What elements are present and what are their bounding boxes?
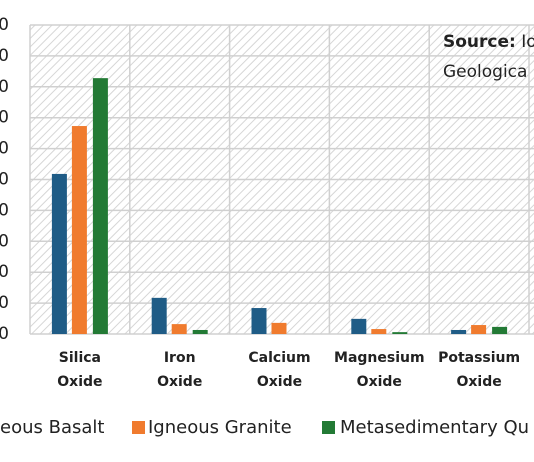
annotation: Geologica [443,62,527,82]
bar [71,126,87,334]
bar [151,297,167,334]
legend-swatch [132,421,145,434]
y-tick-label: 0 [0,324,9,344]
bar [451,329,467,334]
y-tick-label: 0 [0,170,9,190]
x-tick-label: Magnesium [334,350,425,366]
bar [492,326,508,334]
legend-swatch [322,421,335,434]
x-tick-label: Calcium [248,350,310,366]
bar [351,318,367,334]
bar [171,324,187,334]
y-tick-label: 0 [0,15,9,35]
bar [371,329,387,334]
x-tick-label: Oxide [57,374,102,390]
bar [51,173,67,334]
bar [92,78,108,334]
x-tick-label: Oxide [157,374,202,390]
bar [471,325,487,334]
x-tick-label: Silica [59,350,101,366]
y-tick-label: 0 [0,77,9,97]
bar [192,329,208,334]
bar [271,322,287,334]
y-tick-label: 0 [0,46,9,66]
bar [251,308,267,334]
bar [392,332,408,334]
x-tick-label: Oxide [357,374,402,390]
x-tick-label: Iron [164,350,196,366]
y-tick-label: 0 [0,262,9,282]
y-tick-label: 0 [0,231,9,251]
x-tick-label: Oxide [456,374,501,390]
legend-label: Igneous Granite [148,417,292,438]
y-tick-label: 0 [0,200,9,220]
legend-label: Metasedimentary Qu [340,417,529,438]
annotation: Source: Io [443,32,534,52]
legend-label: eous Basalt [0,417,104,438]
y-tick-label: 0 [0,108,9,128]
y-tick-label: 0 [0,293,9,313]
y-tick-label: 0 [0,139,9,159]
x-tick-label: Oxide [257,374,302,390]
x-tick-label: Potassium [438,350,520,366]
